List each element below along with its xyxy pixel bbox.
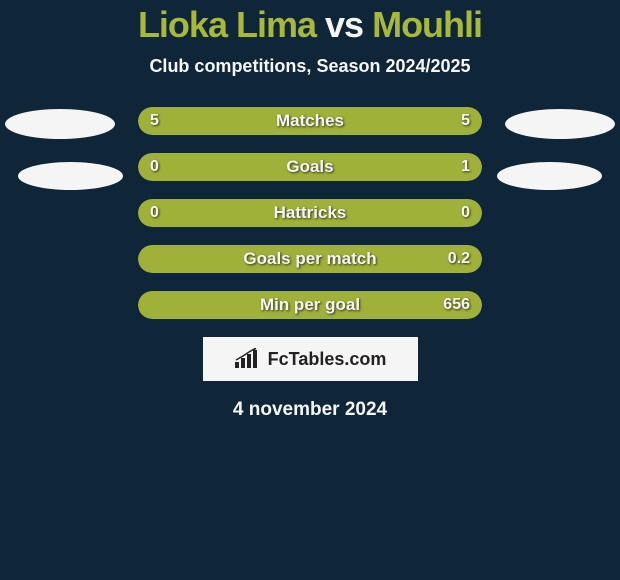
logo-prefix: Fc [268,349,289,369]
logo-suffix: Tables.com [289,349,387,369]
decor-ellipse-right-1 [505,109,615,139]
decor-ellipse-left-1 [5,109,115,139]
stat-label: Matches [138,107,482,135]
decor-ellipse-right-2 [497,162,602,190]
stat-row: 01Goals [138,153,482,181]
stat-label: Goals per match [138,245,482,273]
stats-bars: 55Matches 01Goals 00Hattricks 0.2Goals per … [138,107,482,319]
bar-chart-icon [234,348,262,370]
stat-label: Goals [138,153,482,181]
logo-text: FcTables.com [268,349,387,370]
comparison-widget: Lioka Lima vs Mouhli Club competitions, … [0,0,620,421]
subtitle: Club competitions, Season 2024/2025 [0,56,620,77]
stat-row: 656Min per goal [138,291,482,319]
date-text: 4 november 2024 [10,399,610,421]
stats-area: 55Matches 01Goals 00Hattricks 0.2Goals per … [0,107,620,421]
stat-row: 00Hattricks [138,199,482,227]
player2-name: Mouhli [372,4,482,45]
stat-label: Hattricks [138,199,482,227]
stat-row: 0.2Goals per match [138,245,482,273]
player1-name: Lioka Lima [138,4,316,45]
vs-text: vs [325,4,363,45]
decor-ellipse-left-2 [18,162,123,190]
title: Lioka Lima vs Mouhli [0,4,620,46]
stat-label: Min per goal [138,291,482,319]
stat-row: 55Matches [138,107,482,135]
logo-box[interactable]: FcTables.com [203,337,418,381]
